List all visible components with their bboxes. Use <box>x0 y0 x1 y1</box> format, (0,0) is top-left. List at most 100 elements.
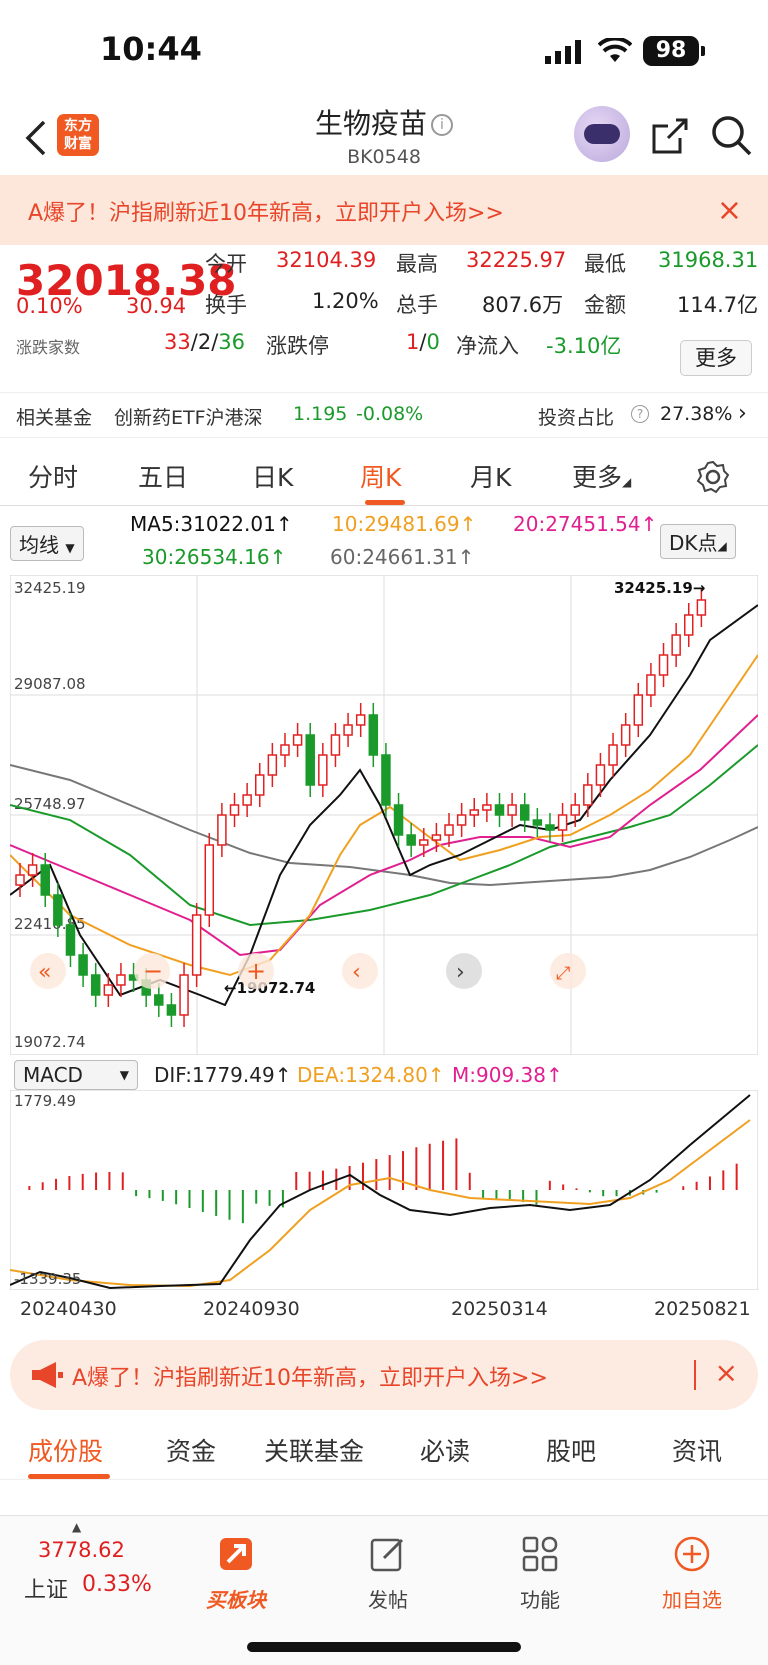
candle-body <box>419 839 429 846</box>
info-icon[interactable]: i <box>431 114 453 136</box>
max-price-label: 32425.19→ <box>614 579 705 597</box>
grid-functions-icon[interactable] <box>520 1534 560 1574</box>
scroll-left-button[interactable] <box>342 953 378 989</box>
promo-text[interactable]: A爆了！沪指刷新近10年新高，立即开户入场>> <box>28 201 504 226</box>
breadth-values: 33/2/36 <box>164 330 245 354</box>
index-name[interactable]: 上证 <box>24 1578 69 1603</box>
robot-assistant-icon[interactable] <box>574 106 630 162</box>
candle-body <box>469 809 480 816</box>
tab-daily[interactable]: 日K <box>252 463 294 492</box>
y-axis-label: 32425.19 <box>14 579 86 597</box>
candle-body <box>658 654 669 676</box>
close-icon[interactable]: × <box>716 193 742 228</box>
chevron-right-icon[interactable]: › <box>456 960 465 985</box>
weekly-kline-chart[interactable]: 32425.19 29087.08 25748.97 22410.85 1907… <box>10 575 758 1055</box>
functions-button[interactable]: 功能 <box>520 1588 560 1612</box>
tab-intraday[interactable]: 分时 <box>28 463 79 492</box>
expand-icon[interactable]: ⤢ <box>556 963 571 984</box>
related-fund-row[interactable]: 相关基金 创新药ETF沪港深 1.195 -0.08% 投资占比 ? 27.38… <box>0 392 768 438</box>
tab-more[interactable]: 更多◢ <box>572 463 632 492</box>
more-button[interactable]: 更多 <box>680 340 752 376</box>
last-price: 32018.38 <box>16 256 237 305</box>
candle-body <box>90 974 101 996</box>
amount-label: 金额 <box>584 293 626 317</box>
post-button[interactable]: 发帖 <box>368 1588 408 1612</box>
app-logo: 东方 财富 <box>57 114 99 156</box>
tab-news[interactable]: 资讯 <box>672 1437 723 1466</box>
edit-post-icon[interactable] <box>368 1534 408 1574</box>
app-header: 东方 财富 生物疫苗 i BK0548 <box>0 100 768 175</box>
zoom-out-button[interactable] <box>134 953 170 989</box>
plus-icon[interactable]: + <box>246 957 266 985</box>
fullscreen-button[interactable] <box>550 953 586 989</box>
rewind-button[interactable] <box>30 953 66 989</box>
candle-body <box>191 914 202 976</box>
promo-banner-secondary[interactable]: A爆了！沪指刷新近10年新高，立即开户入场>> × <box>10 1340 758 1410</box>
volume-label: 总手 <box>396 293 438 317</box>
gear-icon[interactable] <box>696 460 730 494</box>
tab-related-funds[interactable]: 关联基金 <box>264 1437 365 1466</box>
scroll-right-button[interactable] <box>446 953 482 989</box>
tab-constituents[interactable]: 成份股 <box>28 1437 104 1466</box>
add-watchlist-button[interactable]: 加自选 <box>662 1588 722 1612</box>
sub-indicator-select[interactable]: MACD ▼ <box>14 1060 138 1090</box>
tab-monthly[interactable]: 月K <box>470 463 512 492</box>
candle-body <box>507 804 517 816</box>
tab-funds-flow[interactable]: 资金 <box>166 1437 217 1466</box>
zoom-in-button[interactable] <box>238 953 274 989</box>
netflow-label: 净流入 <box>456 334 519 358</box>
tab-forum[interactable]: 股吧 <box>546 1437 597 1466</box>
macd-chart[interactable]: 1779.49 -1339.35 <box>10 1090 758 1290</box>
y-axis-label: 19072.74 <box>14 1033 86 1051</box>
candle-body <box>482 804 492 811</box>
buy-sector-icon[interactable] <box>216 1534 256 1574</box>
close-icon[interactable]: × <box>714 1356 738 1389</box>
candle-body <box>620 724 631 746</box>
status-bar: 10:44 98 <box>0 0 768 100</box>
buy-sector-button[interactable]: 买板块 <box>206 1588 266 1612</box>
candle-body <box>646 674 656 696</box>
candle-body <box>65 924 76 956</box>
dk-point-select[interactable]: DK点◢ <box>660 524 736 559</box>
promo-banner[interactable]: A爆了！沪指刷新近10年新高，立即开户入场>> × <box>0 175 768 245</box>
candle-body <box>532 819 543 826</box>
megaphone-icon <box>32 1362 63 1388</box>
index-value[interactable]: 3778.62 <box>38 1538 125 1562</box>
active-tab-indicator <box>365 500 405 505</box>
y-axis-label: 25748.97 <box>14 795 86 813</box>
netflow-value: -3.10亿 <box>546 334 622 358</box>
back-arrow-icon[interactable] <box>22 118 52 158</box>
tab-must-read[interactable]: 必读 <box>420 1437 471 1466</box>
ma10-value: 10:29481.69↑ <box>332 512 477 536</box>
candle-body <box>204 844 215 916</box>
chevron-left-icon[interactable]: ‹ <box>352 960 361 985</box>
battery-indicator: 98 <box>643 36 705 66</box>
candle-body <box>393 804 404 836</box>
high-label: 最高 <box>396 252 438 276</box>
candle-body <box>318 754 328 786</box>
candle-body <box>343 724 353 736</box>
help-icon[interactable]: ? <box>631 405 649 423</box>
fund-name[interactable]: 创新药ETF沪港深 <box>114 407 263 429</box>
chart-controls[interactable]: « − + ‹ › ⤢ <box>30 953 586 989</box>
index-change[interactable]: 0.33% <box>82 1572 152 1597</box>
tab-weekly[interactable]: 周K <box>360 463 402 492</box>
double-chevron-left-icon[interactable]: « <box>38 960 51 985</box>
promo-text[interactable]: A爆了！沪指刷新近10年新高，立即开户入场>> <box>72 1366 548 1391</box>
open-label: 今开 <box>205 252 247 276</box>
add-circle-icon[interactable] <box>672 1534 712 1574</box>
candle-body <box>254 774 265 796</box>
dea-value: DEA:1324.80↑ <box>297 1063 445 1087</box>
candle-body <box>242 794 252 806</box>
candle-body <box>608 744 618 766</box>
share-icon[interactable] <box>650 116 690 156</box>
detail-tabs: 成份股 资金 关联基金 必读 股吧 资讯 <box>0 1420 768 1480</box>
chevron-right-icon[interactable]: › <box>738 401 747 426</box>
minus-icon[interactable]: − <box>143 957 163 985</box>
tab-five-day[interactable]: 五日 <box>138 463 189 492</box>
search-icon[interactable] <box>710 114 752 156</box>
ma60-value: 60:24661.31↑ <box>330 545 475 569</box>
amount-value: 114.7亿 <box>677 293 759 317</box>
indicator-select[interactable]: 均线 ▼ <box>10 526 84 561</box>
cellular-signal-icon <box>545 40 581 64</box>
